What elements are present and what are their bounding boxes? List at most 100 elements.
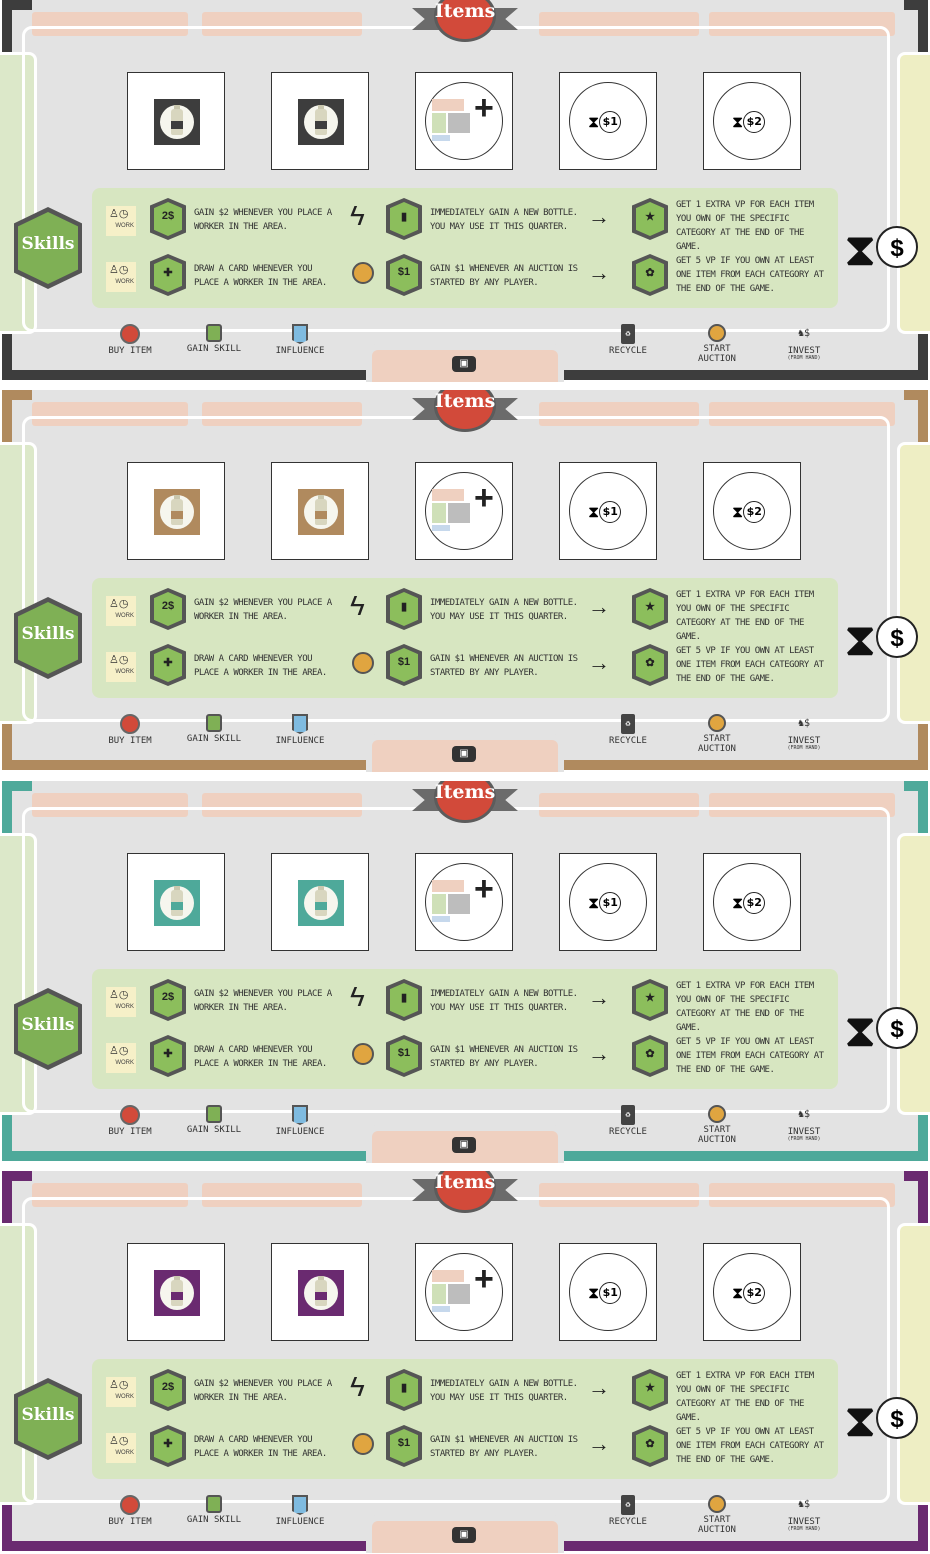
banner-badge [434,390,496,432]
item-slot-cost-2[interactable]: ⧗ $2 [703,853,801,951]
skills-label: Skills [21,234,75,254]
top-slot[interactable] [202,402,362,426]
item-slot-bottle[interactable] [271,72,369,170]
top-slot[interactable] [32,793,188,817]
top-slot[interactable] [709,12,895,36]
item-slot-cost-2[interactable]: ⧗ $2 [703,1243,801,1341]
legend-recycle: ♻ Recycle [598,1105,658,1137]
skills-label: Skills [21,624,75,644]
skill-badge-star[interactable]: ★ [632,198,668,240]
skill-text-draw-card: Draw a card whenever you place a worker … [194,1045,327,1069]
item-slot-bottle[interactable] [127,1243,225,1341]
top-slot[interactable] [202,12,362,36]
top-slot[interactable] [202,793,362,817]
top-slot[interactable] [202,1183,362,1207]
skill-badge-star[interactable]: ★ [632,979,668,1021]
invest-icon: ♞$ [797,1109,811,1120]
top-slot[interactable] [709,402,895,426]
skill-badge-bottle[interactable]: ▮ [386,198,422,240]
top-slot[interactable] [32,402,188,426]
skill-text-5vp: Get 5 VP if you own at least one item fr… [676,256,824,294]
skill-badge-auction[interactable]: $1 [386,1425,422,1467]
skill-badge-bottle[interactable]: ▮ [386,979,422,1021]
star-icon: ★ [645,601,655,613]
top-slot[interactable] [32,12,188,36]
skill-badge-draw-card[interactable]: ✚ [150,1035,186,1077]
item-slot-cost-1[interactable]: ⧗ $1 [559,1243,657,1341]
left-side-panel [0,52,37,334]
skill-text-5vp: Get 5 VP if you own at least one item fr… [676,1037,824,1075]
skill-badge-collection[interactable]: ✿ [632,1035,668,1077]
dollar-coin-icon[interactable]: $ [876,1397,918,1439]
chest-icon: ▣ [452,1137,476,1153]
dollar-coin-icon[interactable]: $ [876,1007,918,1049]
auction-icon [708,714,726,732]
skill-badge-gain-2[interactable]: 2$ [150,979,186,1021]
legend-label: Influence [275,1127,325,1137]
skills-panel [92,578,838,698]
banner-badge [434,1171,496,1213]
left-side-panel [0,442,37,724]
skill-badge-star[interactable]: ★ [632,588,668,630]
item-slot-bottle[interactable] [271,1243,369,1341]
item-slot-bottle[interactable] [127,462,225,560]
plus-icon: + [474,89,494,127]
skill-badge-draw-card[interactable]: ✚ [150,1425,186,1467]
hourglass-icon: ⧗ [844,613,877,665]
bottle-tile [154,1270,200,1316]
item-slot-cost-2[interactable]: ⧗ $2 [703,72,801,170]
item-slot-cost-1[interactable]: ⧗ $1 [559,853,657,951]
bottle-tile [154,99,200,145]
item-slot-bottle[interactable] [271,853,369,951]
item-slot-add[interactable]: + [415,72,513,170]
gain-skill-icon [206,714,222,732]
item-circle [425,472,503,550]
skill-badge-collection[interactable]: ✿ [632,254,668,296]
skill-badge-draw-card[interactable]: ✚ [150,254,186,296]
item-slot-add[interactable]: + [415,462,513,560]
skill-badge-bottle[interactable]: ▮ [386,1369,422,1411]
items-banner: Items [412,781,518,825]
skill-badge-gain-2[interactable]: 2$ [150,198,186,240]
arrow-right-icon: → [588,1041,610,1066]
item-slot-bottle[interactable] [271,462,369,560]
skill-badge-bottle[interactable]: ▮ [386,588,422,630]
item-slot-cost-2[interactable]: ⧗ $2 [703,462,801,560]
top-slot[interactable] [539,12,699,36]
item-slot-add[interactable]: + [415,853,513,951]
item-slot-bottle[interactable] [127,72,225,170]
skill-badge-collection[interactable]: ✿ [632,644,668,686]
skill-badge-gain-2[interactable]: 2$ [150,1369,186,1411]
skill-text-gain-2: Gain $2 whenever you place a worker in t… [194,989,332,1013]
skill-text-new-bottle: Immediately gain a new bottle. You may u… [430,1379,578,1403]
legend-label: Start Auction [698,1125,736,1145]
skill-badge-auction[interactable]: $1 [386,254,422,296]
skills-badge [18,993,78,1065]
skill-badge-auction[interactable]: $1 [386,1035,422,1077]
banner-label: Items [434,781,496,803]
top-slot[interactable] [32,1183,188,1207]
dollar-coin-icon[interactable]: $ [876,226,918,268]
top-slot[interactable] [539,402,699,426]
top-slot[interactable] [539,793,699,817]
hourglass-icon: ⧗ [844,1394,877,1446]
top-slot[interactable] [709,1183,895,1207]
left-side-panel [0,1223,37,1505]
skill-badge-auction[interactable]: $1 [386,644,422,686]
skill-badge-draw-card[interactable]: ✚ [150,644,186,686]
item-slot-add[interactable]: + [415,1243,513,1341]
item-slot-cost-1[interactable]: ⧗ $1 [559,462,657,560]
skill-badge-star[interactable]: ★ [632,1369,668,1411]
skill-badge-gain-2[interactable]: 2$ [150,588,186,630]
skill-badge-collection[interactable]: ✿ [632,1425,668,1467]
work-label: WORK [115,669,134,675]
banner-badge [434,781,496,823]
dollar-coin-icon[interactable]: $ [876,616,918,658]
item-slot-bottle[interactable] [127,853,225,951]
bottle-neck [174,886,180,892]
item-slot-cost-1[interactable]: ⧗ $1 [559,72,657,170]
top-slot[interactable] [539,1183,699,1207]
legend-sublabel: (from hand) [787,1526,821,1532]
top-slot[interactable] [709,793,895,817]
skill-badge-bottle-icon: ▮ [400,601,408,613]
